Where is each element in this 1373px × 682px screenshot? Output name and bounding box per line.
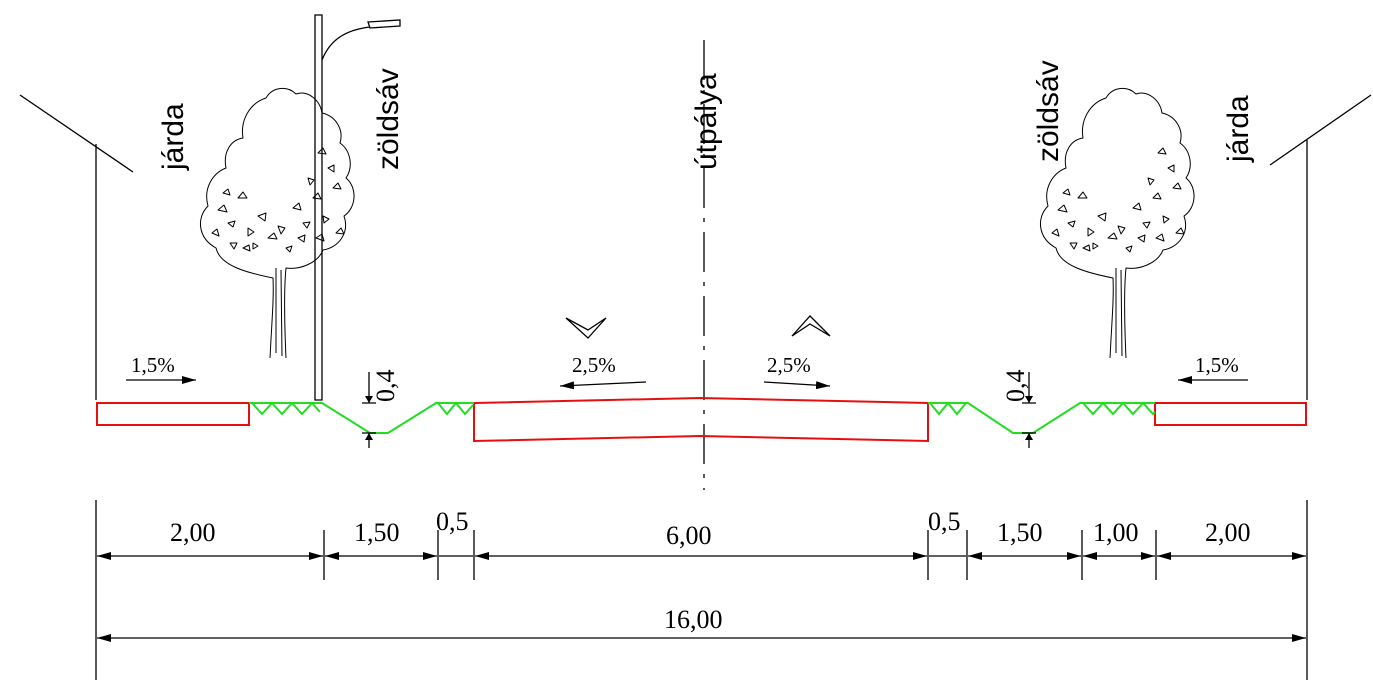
left-sidewalk-slab [96, 402, 250, 426]
dim-label-4: 6,00 [666, 521, 712, 550]
dimension-extension-lines [95, 500, 1308, 680]
grass-hatch-right [929, 401, 1156, 416]
building-left [19, 94, 134, 400]
depth-right: 0,4 [1001, 370, 1030, 403]
dim-label-6: 1,50 [997, 518, 1043, 547]
depth-left: 0,4 [371, 370, 400, 403]
dim-label-1: 2,00 [170, 518, 216, 547]
building-right [1269, 94, 1372, 400]
direction-up-chevron [791, 315, 831, 337]
label-green-right: zöldsáv [1032, 60, 1065, 162]
dim-label-5: 0,5 [928, 507, 961, 536]
slope-arrow-road-left [559, 381, 647, 390]
tree-left [199, 87, 355, 359]
roadway-slab [473, 396, 929, 443]
dim-label-3: 0,5 [436, 507, 469, 536]
right-sidewalk-slab [1154, 402, 1307, 426]
slope-road-right: 2,5% [767, 353, 811, 377]
dim-label-total: 16,00 [664, 605, 723, 634]
slope-right-sidewalk: 1,5% [1195, 353, 1239, 377]
slope-arrow-road-right [763, 381, 831, 390]
green-strip-left [249, 402, 474, 434]
grass-hatch-left [251, 401, 474, 416]
label-sidewalk-right: járda [1222, 95, 1255, 163]
dim-label-8: 2,00 [1205, 518, 1251, 547]
label-green-left: zöldsáv [372, 68, 405, 170]
direction-down-chevron [565, 317, 607, 339]
depth-marker-right [1022, 372, 1036, 448]
street-lamp [314, 14, 401, 401]
slope-road-left: 2,5% [572, 353, 616, 377]
slope-left-sidewalk: 1,5% [131, 353, 175, 377]
label-roadway: útpálya [690, 73, 723, 170]
depth-marker-left [362, 372, 376, 448]
label-sidewalk-left: járda [157, 103, 190, 171]
dim-label-2: 1,50 [354, 518, 400, 547]
dim-label-7: 1,00 [1093, 518, 1139, 547]
